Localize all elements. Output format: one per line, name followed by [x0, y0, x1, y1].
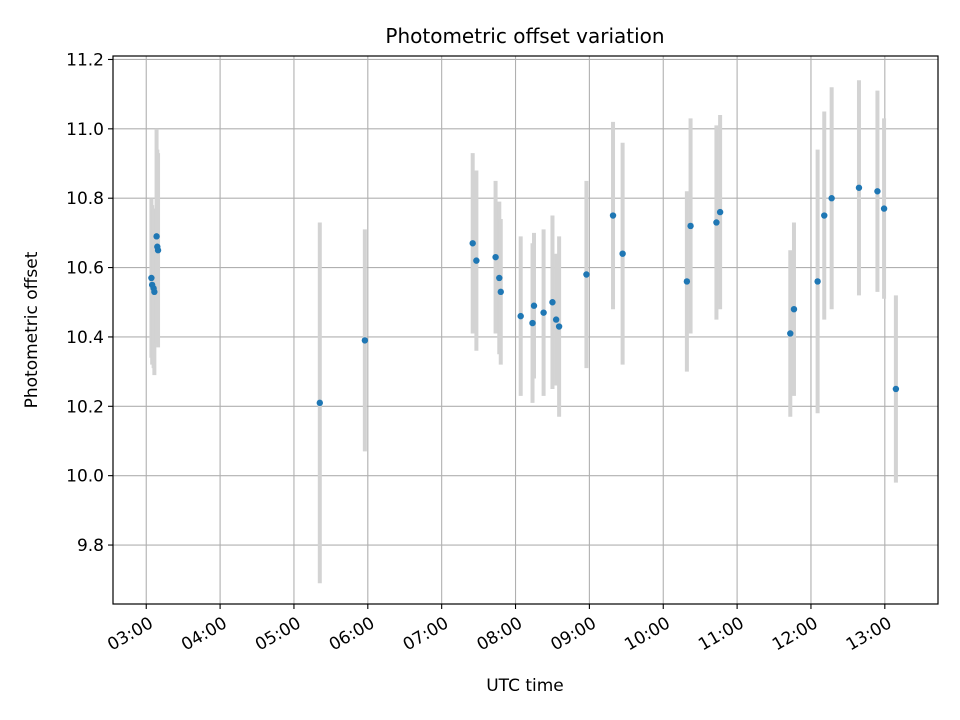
- y-tick-label: 11.2: [66, 50, 104, 70]
- data-point: [814, 278, 821, 285]
- y-tick-label: 10.4: [66, 328, 104, 348]
- x-tick-label: 12:00: [769, 613, 821, 655]
- x-tick-label: 13:00: [843, 613, 895, 655]
- data-point: [473, 257, 480, 264]
- x-axis-label: UTC time: [486, 676, 564, 696]
- data-point: [687, 222, 694, 230]
- x-tick-label: 08:00: [474, 613, 526, 655]
- x-tick-label: 06:00: [326, 613, 378, 655]
- data-point: [529, 319, 536, 327]
- y-tick-label: 10.2: [66, 397, 104, 417]
- data-point: [154, 247, 162, 254]
- data-point: [148, 274, 155, 282]
- data-point: [713, 219, 720, 226]
- data-point: [683, 278, 691, 285]
- x-tick-label: 07:00: [400, 613, 452, 655]
- data-point: [469, 240, 476, 247]
- data-point: [517, 312, 524, 320]
- data-point: [492, 253, 499, 261]
- data-point: [787, 330, 794, 337]
- data-point: [151, 288, 158, 296]
- data-point: [496, 274, 503, 282]
- chart-title: Photometric offset variation: [385, 24, 664, 48]
- data-point: [874, 188, 881, 195]
- data-point: [619, 250, 626, 257]
- y-tick-label: 11.0: [66, 120, 104, 140]
- data-point: [361, 337, 369, 344]
- plot-frame: [112, 55, 939, 605]
- x-tick-label: 10:00: [621, 613, 673, 655]
- data-points: [148, 184, 900, 407]
- data-point: [555, 323, 563, 330]
- y-tick-label: 10.6: [66, 259, 104, 279]
- x-tick-label: 09:00: [547, 613, 599, 655]
- y-tick-label: 10.0: [66, 467, 104, 487]
- data-point: [821, 212, 828, 219]
- y-axis-label: Photometric offset: [22, 251, 42, 408]
- x-axis-ticks: 03:00 04:00 05:00 06:00 07:00 08:00 09:00 10:00…: [104, 604, 895, 655]
- data-point: [716, 208, 724, 216]
- error-bars: [149, 80, 898, 584]
- data-point: [790, 305, 798, 313]
- x-tick-label: 05:00: [252, 613, 304, 655]
- data-point: [552, 316, 560, 323]
- data-point: [892, 385, 900, 393]
- data-point: [316, 399, 324, 407]
- x-tick-label: 11:00: [695, 613, 747, 655]
- data-point: [609, 212, 617, 219]
- data-point: [549, 299, 556, 306]
- x-tick-label: 04:00: [178, 613, 230, 655]
- data-point: [828, 195, 835, 202]
- y-tick-label: 9.8: [77, 536, 104, 556]
- grid-lines: [113, 56, 938, 604]
- data-point: [855, 184, 863, 191]
- data-point: [583, 271, 590, 278]
- data-point: [497, 288, 504, 296]
- x-tick-label: 03:00: [104, 613, 156, 655]
- y-axis-ticks: 9.8 10.0 10.2 10.4 10.6 10.8 11.0 11.2: [66, 50, 113, 556]
- y-tick-label: 10.8: [66, 189, 104, 209]
- data-point: [880, 205, 888, 212]
- data-point: [530, 302, 538, 309]
- data-point: [540, 309, 547, 316]
- data-point: [153, 233, 160, 240]
